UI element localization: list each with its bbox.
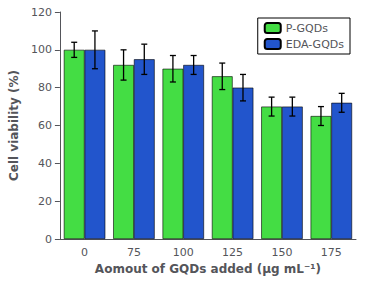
svg-text:Aomout of GQDs added (μg mL⁻¹): Aomout of GQDs added (μg mL⁻¹) bbox=[95, 262, 321, 276]
svg-text:EDA-GQDs: EDA-GQDs bbox=[286, 38, 345, 51]
svg-text:75: 75 bbox=[127, 246, 141, 259]
svg-text:Cell viability (%): Cell viability (%) bbox=[7, 70, 21, 181]
svg-text:100: 100 bbox=[31, 43, 52, 56]
svg-text:0: 0 bbox=[45, 233, 52, 246]
svg-text:100: 100 bbox=[173, 246, 194, 259]
svg-text:20: 20 bbox=[38, 195, 52, 208]
svg-text:80: 80 bbox=[38, 81, 52, 94]
svg-text:40: 40 bbox=[38, 157, 52, 170]
svg-text:P-GQDs: P-GQDs bbox=[286, 22, 328, 35]
svg-text:175: 175 bbox=[321, 246, 342, 259]
svg-text:125: 125 bbox=[222, 246, 243, 259]
svg-text:60: 60 bbox=[38, 119, 52, 132]
svg-text:150: 150 bbox=[271, 246, 292, 259]
svg-text:0: 0 bbox=[81, 246, 88, 259]
svg-text:120: 120 bbox=[31, 6, 52, 19]
